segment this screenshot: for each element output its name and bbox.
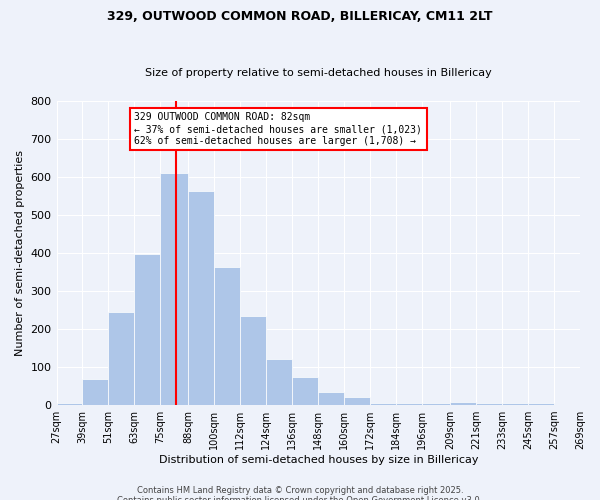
X-axis label: Distribution of semi-detached houses by size in Billericay: Distribution of semi-detached houses by … [158, 455, 478, 465]
Bar [56, 403, 82, 405]
Bar [292, 376, 318, 405]
Title: Size of property relative to semi-detached houses in Billericay: Size of property relative to semi-detach… [145, 68, 491, 78]
Bar [396, 403, 422, 405]
Bar [214, 268, 241, 405]
Text: Contains HM Land Registry data © Crown copyright and database right 2025.: Contains HM Land Registry data © Crown c… [137, 486, 463, 495]
Bar [370, 403, 396, 405]
Bar [266, 360, 292, 405]
Bar [502, 403, 528, 405]
Text: Contains public sector information licensed under the Open Government Licence v3: Contains public sector information licen… [118, 496, 482, 500]
Bar [528, 403, 554, 405]
Bar [82, 379, 109, 405]
Text: 329, OUTWOOD COMMON ROAD, BILLERICAY, CM11 2LT: 329, OUTWOOD COMMON ROAD, BILLERICAY, CM… [107, 10, 493, 23]
Bar [318, 392, 344, 405]
Bar [422, 403, 450, 405]
Bar [450, 402, 476, 405]
Y-axis label: Number of semi-detached properties: Number of semi-detached properties [15, 150, 25, 356]
Bar [241, 316, 266, 405]
Text: 329 OUTWOOD COMMON ROAD: 82sqm
← 37% of semi-detached houses are smaller (1,023): 329 OUTWOOD COMMON ROAD: 82sqm ← 37% of … [134, 112, 422, 146]
Bar [188, 192, 214, 405]
Bar [344, 398, 370, 405]
Bar [160, 173, 188, 405]
Bar [134, 254, 160, 405]
Bar [109, 312, 134, 405]
Bar [476, 403, 502, 405]
